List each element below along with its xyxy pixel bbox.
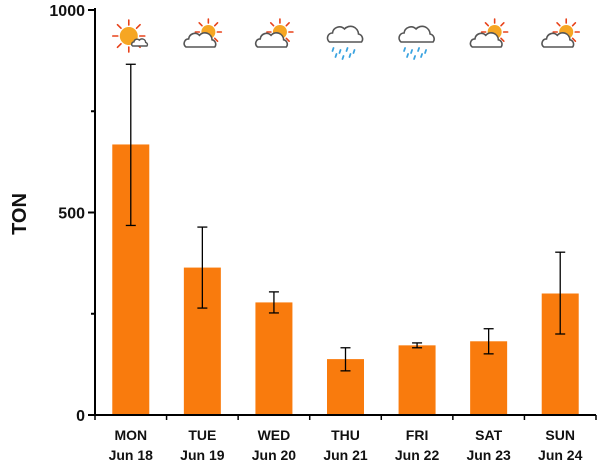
sun-ray: [484, 22, 490, 27]
sun-ray: [269, 22, 275, 27]
x-label-date: Jun 23: [466, 447, 511, 463]
sun-cloud-icon: [541, 18, 581, 48]
error-bar: [268, 291, 279, 314]
sun-ray: [556, 22, 561, 27]
sun-cloud-icon: [469, 18, 509, 48]
sun-cloud-icon: [254, 18, 294, 48]
rain-drop: [424, 49, 427, 54]
error-bar: [340, 347, 351, 372]
sun-ray: [285, 37, 290, 42]
cloud-shape: [254, 32, 289, 48]
error-bar: [125, 63, 136, 227]
cloud-shape: [183, 32, 217, 48]
sun-ray: [213, 22, 219, 27]
rain-drop: [334, 53, 338, 58]
rain-cloud-icon: [398, 25, 435, 60]
x-label-date: Jun 22: [395, 447, 440, 463]
sun-cloud-icon: [183, 18, 223, 48]
sun-ray: [500, 22, 505, 27]
sun-disc: [119, 27, 138, 45]
x-label-day: SAT: [475, 427, 502, 443]
x-label-day: SUN: [545, 427, 575, 443]
bar-fri: [398, 345, 436, 415]
x-label-date: Jun 21: [323, 447, 368, 463]
x-label-date: Jun 24: [538, 447, 583, 463]
cloud-shape: [541, 32, 575, 48]
sun-ray: [135, 23, 141, 30]
sun-ray: [571, 37, 577, 42]
x-label-day: THU: [331, 427, 360, 443]
rain-drop: [406, 53, 409, 58]
rain-drop: [338, 49, 342, 54]
sun-icon: [111, 19, 149, 53]
rain-drop: [410, 49, 413, 54]
error-bar: [483, 328, 494, 355]
sun-ray: [500, 37, 505, 42]
rain-drop: [352, 49, 356, 54]
bar-wed: [255, 302, 293, 415]
cloud-shape: [326, 25, 364, 43]
cloud-shape: [469, 32, 503, 48]
y-axis-title: TON: [9, 193, 31, 235]
x-label-day: WED: [258, 427, 291, 443]
x-label-date: Jun 19: [180, 447, 225, 463]
x-label-day: TUE: [188, 427, 216, 443]
y-tick-label: 0: [76, 408, 85, 425]
error-bar: [412, 342, 423, 349]
rain-drop: [417, 47, 420, 52]
x-label-day: FRI: [406, 427, 429, 443]
rain-drop: [420, 53, 423, 58]
sun-ray: [198, 22, 203, 27]
sun-ray: [116, 23, 122, 30]
sun-ray: [213, 37, 219, 42]
y-tick-label: 500: [58, 206, 85, 223]
sun-ray: [571, 22, 577, 27]
x-label-date: Jun 20: [252, 447, 297, 463]
sun-ray: [285, 22, 290, 27]
y-tick-label: 1000: [49, 3, 85, 20]
small-cloud: [131, 38, 149, 47]
rain-drop: [331, 47, 335, 52]
rain-drop: [341, 55, 345, 60]
rain-cloud-icon: [326, 25, 364, 60]
rain-drop: [345, 47, 349, 52]
x-label-date: Jun 18: [109, 447, 154, 463]
rain-drop: [403, 47, 406, 52]
rain-drop: [348, 53, 352, 58]
cloud-shape: [398, 25, 435, 43]
x-label-day: MON: [114, 427, 147, 443]
error-bar: [555, 251, 566, 335]
sun-ray: [116, 42, 122, 49]
error-bar: [197, 226, 208, 309]
rain-drop: [413, 55, 416, 60]
